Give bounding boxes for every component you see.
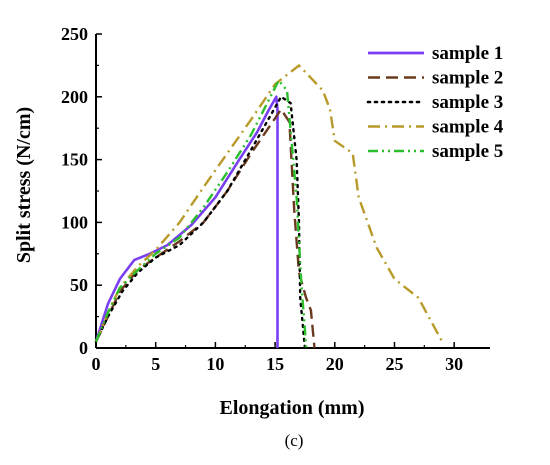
- y-tick-label: 50: [70, 275, 88, 295]
- y-tick-label: 0: [79, 338, 88, 358]
- legend-label-3: sample 3: [432, 92, 503, 113]
- chart-legend: sample 1 sample 2 sample 3 sample 4 sample 5: [366, 43, 504, 162]
- legend-label-2: sample 2: [432, 68, 503, 89]
- x-tick-label: 25: [385, 354, 403, 374]
- chart-series-layer: [94, 64, 444, 350]
- series-line-1: [94, 95, 279, 348]
- x-axis-title: Elongation (mm): [220, 397, 365, 419]
- y-tick-label: 200: [61, 87, 88, 107]
- figure-caption: (c): [285, 431, 304, 450]
- series-line-3: [94, 95, 307, 350]
- legend-label-5: sample 5: [432, 141, 503, 162]
- y-tick-label: 150: [61, 150, 88, 170]
- series-line-2: [94, 108, 316, 349]
- x-tick-label: 5: [151, 354, 160, 374]
- y-tick-label: 100: [61, 212, 88, 232]
- chart-axes: 0 5 10 15 20 25 30 0 50 100 150 200 250: [61, 24, 490, 374]
- x-tick-label: 0: [92, 354, 101, 374]
- series-line-5: [94, 79, 308, 349]
- legend-label-4: sample 4: [432, 117, 504, 138]
- x-tick-label: 15: [266, 354, 284, 374]
- y-axis-title: Split stress (N/cm): [13, 107, 35, 263]
- y-tick-label: 250: [61, 24, 88, 44]
- legend-label-1: sample 1: [432, 43, 503, 64]
- x-tick-label: 30: [445, 354, 463, 374]
- x-tick-label: 10: [206, 354, 224, 374]
- series-line-4: [94, 64, 444, 343]
- x-tick-label: 20: [326, 354, 344, 374]
